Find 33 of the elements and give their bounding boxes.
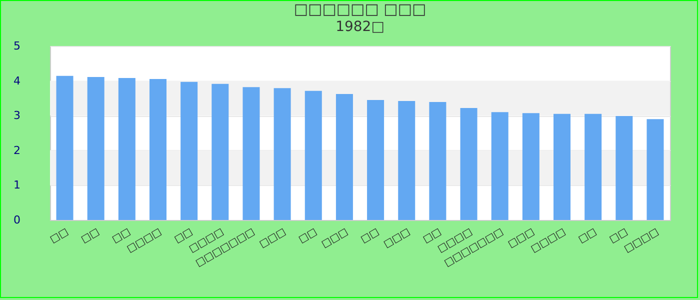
- bar: [584, 114, 602, 220]
- bar: [398, 100, 416, 220]
- x-tick-label: □□: [79, 226, 102, 246]
- x-tick-label: □□: [48, 226, 70, 246]
- y-tick-label: 0: [14, 214, 20, 226]
- bar: [87, 76, 104, 220]
- bar: [491, 112, 508, 220]
- bar: [274, 88, 291, 220]
- chart-subtitle: 1982□: [336, 19, 384, 35]
- bar: [367, 100, 384, 220]
- bar: [118, 78, 136, 220]
- bar: [149, 79, 166, 220]
- bar: [646, 119, 664, 220]
- x-tick-label: □□: [297, 226, 319, 246]
- bar: [180, 82, 198, 220]
- y-tick-label: 4: [14, 74, 20, 88]
- chart-title: □□□□□□ □□□: [294, 0, 426, 18]
- bar: [522, 113, 540, 220]
- y-tick-label: 1: [14, 178, 20, 192]
- bar: [304, 90, 322, 220]
- bar: [212, 84, 229, 220]
- y-tick-label: 5: [14, 40, 20, 52]
- bar: [336, 94, 353, 220]
- bar: [56, 76, 74, 220]
- bar: [460, 108, 478, 220]
- y-tick-label: 3: [14, 109, 20, 122]
- x-tick-label: □□: [359, 226, 382, 246]
- bar: [616, 116, 633, 220]
- bar: [429, 102, 446, 220]
- y-tick-label: 2: [14, 144, 20, 157]
- x-tick-label: □□: [576, 226, 599, 246]
- bar: [242, 87, 260, 220]
- bar: [554, 114, 571, 220]
